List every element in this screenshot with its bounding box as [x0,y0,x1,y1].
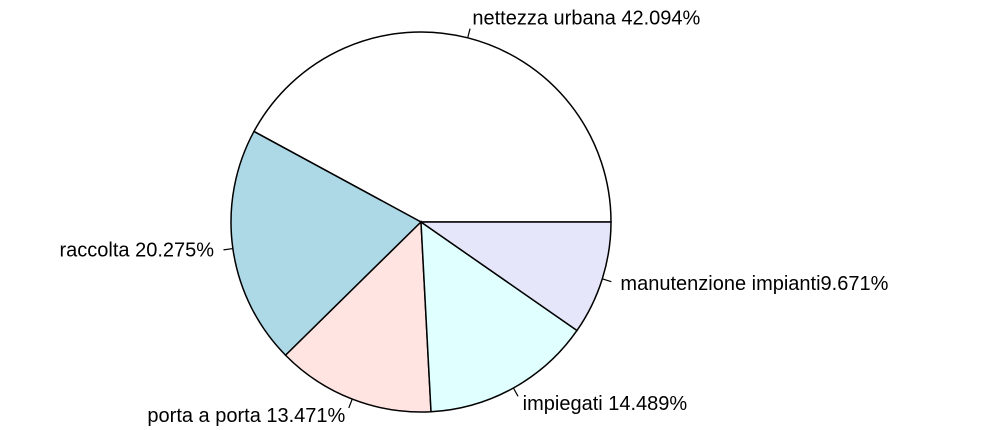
pie-slice [252,31,612,223]
leader-line [602,278,612,283]
pie-slice [284,220,432,413]
pie-slice [418,221,612,332]
slice-label: nettezza urbana 42.094% [472,8,700,30]
slice-label: raccolta 20.275% [60,239,215,261]
slice-label: manutenzione impianti9.671% [620,273,888,295]
slice-label: porta a porta 13.471% [147,405,345,427]
leader-line [348,398,353,409]
slice-label: impiegati 14.489% [523,393,688,415]
leader-line [512,387,519,397]
pie-slice [420,220,579,413]
leader-line [467,28,471,38]
leader-line [223,247,233,251]
